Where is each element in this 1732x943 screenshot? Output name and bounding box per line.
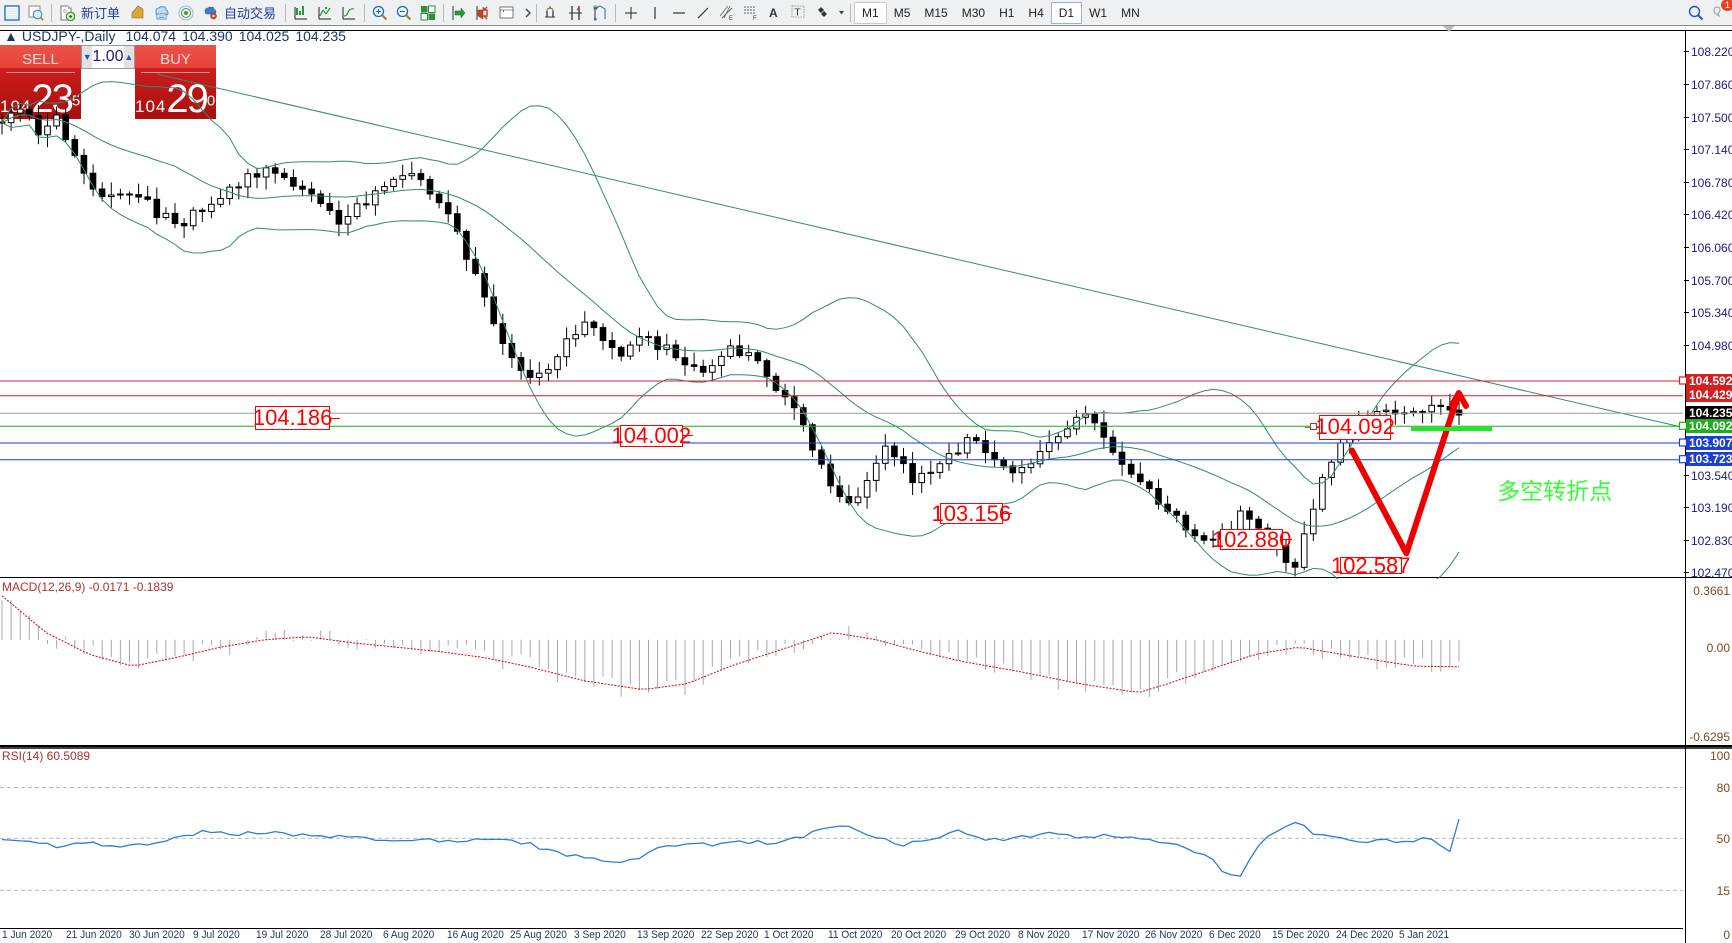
svg-text:A: A [769, 6, 778, 20]
svg-text:T: T [795, 7, 801, 18]
svg-text:E: E [729, 16, 733, 21]
svg-text:F: F [753, 16, 757, 21]
